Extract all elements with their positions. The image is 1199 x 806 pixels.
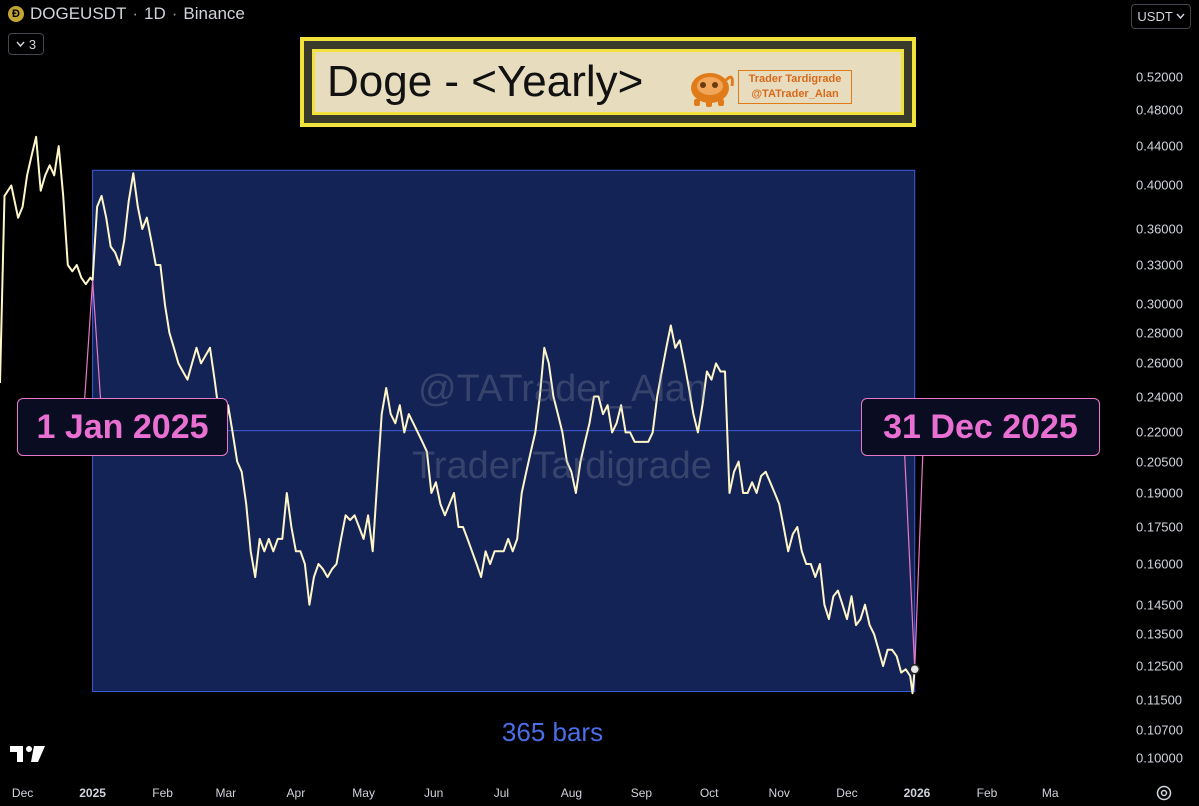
- price-tick-label: 0.44000: [1136, 138, 1183, 154]
- tardigrade-logo-icon: [691, 73, 734, 107]
- time-tick-label: Feb: [152, 786, 173, 800]
- doge-coin-icon: Ð: [8, 6, 24, 22]
- price-tick-label: 0.10700: [1136, 722, 1183, 738]
- price-tick-label: 0.13500: [1136, 626, 1183, 642]
- time-tick-label: Feb: [976, 786, 998, 800]
- time-tick-label: Oct: [699, 786, 719, 800]
- title-banner: Doge - <Yearly> Trader Tardigrade @TATra…: [300, 37, 916, 127]
- time-tick-label: Dec: [11, 786, 34, 800]
- range-end-label: 31 Dec 2025: [861, 398, 1100, 456]
- price-tick-label: 0.40000: [1136, 177, 1183, 193]
- price-tick-label: 0.19000: [1136, 485, 1183, 501]
- range-start-label: 1 Jan 2025: [17, 398, 228, 456]
- chevron-down-icon: [16, 41, 25, 47]
- tradingview-logo-icon[interactable]: [10, 744, 46, 764]
- price-tick-label: 0.36000: [1136, 221, 1183, 237]
- time-tick-label: Apr: [286, 786, 306, 800]
- price-tick-label: 0.11500: [1136, 692, 1183, 708]
- price-tick-label: 0.26000: [1136, 355, 1183, 371]
- time-tick-label: Aug: [560, 786, 583, 800]
- price-line: [0, 135, 916, 695]
- time-tick-label: Mar: [215, 786, 237, 800]
- time-tick-label: Ma: [1041, 786, 1059, 800]
- price-tick-label: 0.12500: [1136, 658, 1183, 674]
- price-tick-label: 0.17500: [1136, 519, 1183, 535]
- currency-label: USDT: [1137, 9, 1173, 24]
- watermark-handle: @TATrader_Alan: [418, 368, 708, 410]
- chevron-down-icon: [1176, 13, 1185, 20]
- time-tick-label: 2026: [903, 786, 931, 800]
- currency-select[interactable]: USDT: [1131, 4, 1191, 29]
- time-tick-label: 2025: [79, 786, 106, 800]
- price-tick-label: 0.14500: [1136, 597, 1183, 613]
- time-tick-label: Jun: [423, 786, 444, 800]
- price-tick-label: 0.48000: [1136, 102, 1183, 118]
- price-tick-label: 0.20500: [1136, 454, 1183, 470]
- price-tick-label: 0.28000: [1136, 325, 1183, 341]
- last-price-marker: [909, 664, 920, 675]
- symbol-name[interactable]: DOGEUSDT: [30, 4, 127, 23]
- price-tick-label: 0.52000: [1136, 69, 1183, 85]
- header-separator: ·: [171, 4, 178, 23]
- time-tick-label: Nov: [768, 786, 790, 800]
- price-tick-label: 0.33000: [1136, 257, 1183, 273]
- time-tick-label: Sep: [630, 786, 653, 800]
- bars-count-label: 365 bars: [501, 717, 604, 747]
- price-tick-label: 0.24000: [1136, 389, 1183, 404]
- time-tick-label: May: [352, 786, 375, 800]
- gear-icon[interactable]: [1155, 784, 1173, 802]
- price-tick-label: 0.30000: [1136, 296, 1183, 312]
- interval-label[interactable]: 1D: [144, 4, 166, 23]
- price-tick-label: 0.10000: [1136, 750, 1183, 766]
- time-tick-label: Dec: [836, 786, 858, 800]
- brand-box: Trader Tardigrade @TATrader_Alan: [738, 70, 852, 104]
- time-tick-label: Jul: [493, 786, 510, 800]
- price-tick-label: 0.22000: [1136, 424, 1183, 440]
- start-label-connector: [84, 280, 102, 401]
- symbol-header[interactable]: Ð DOGEUSDT · 1D · Binance: [8, 4, 245, 24]
- brand-name: Trader Tardigrade: [748, 73, 842, 85]
- price-tick-label: 0.16000: [1136, 556, 1183, 572]
- brand-handle: @TATrader_Alan: [751, 88, 839, 100]
- indicator-count: 3: [28, 36, 37, 52]
- banner-title: Doge - <Yearly>: [327, 57, 644, 106]
- title-banner-inner: Doge - <Yearly> Trader Tardigrade @TATra…: [312, 49, 904, 115]
- watermark-brand: Trader Tardigrade: [412, 445, 712, 487]
- header-separator: ·: [132, 4, 139, 23]
- exchange-label: Binance: [183, 4, 245, 23]
- indicators-toggle-button[interactable]: 3: [8, 33, 44, 55]
